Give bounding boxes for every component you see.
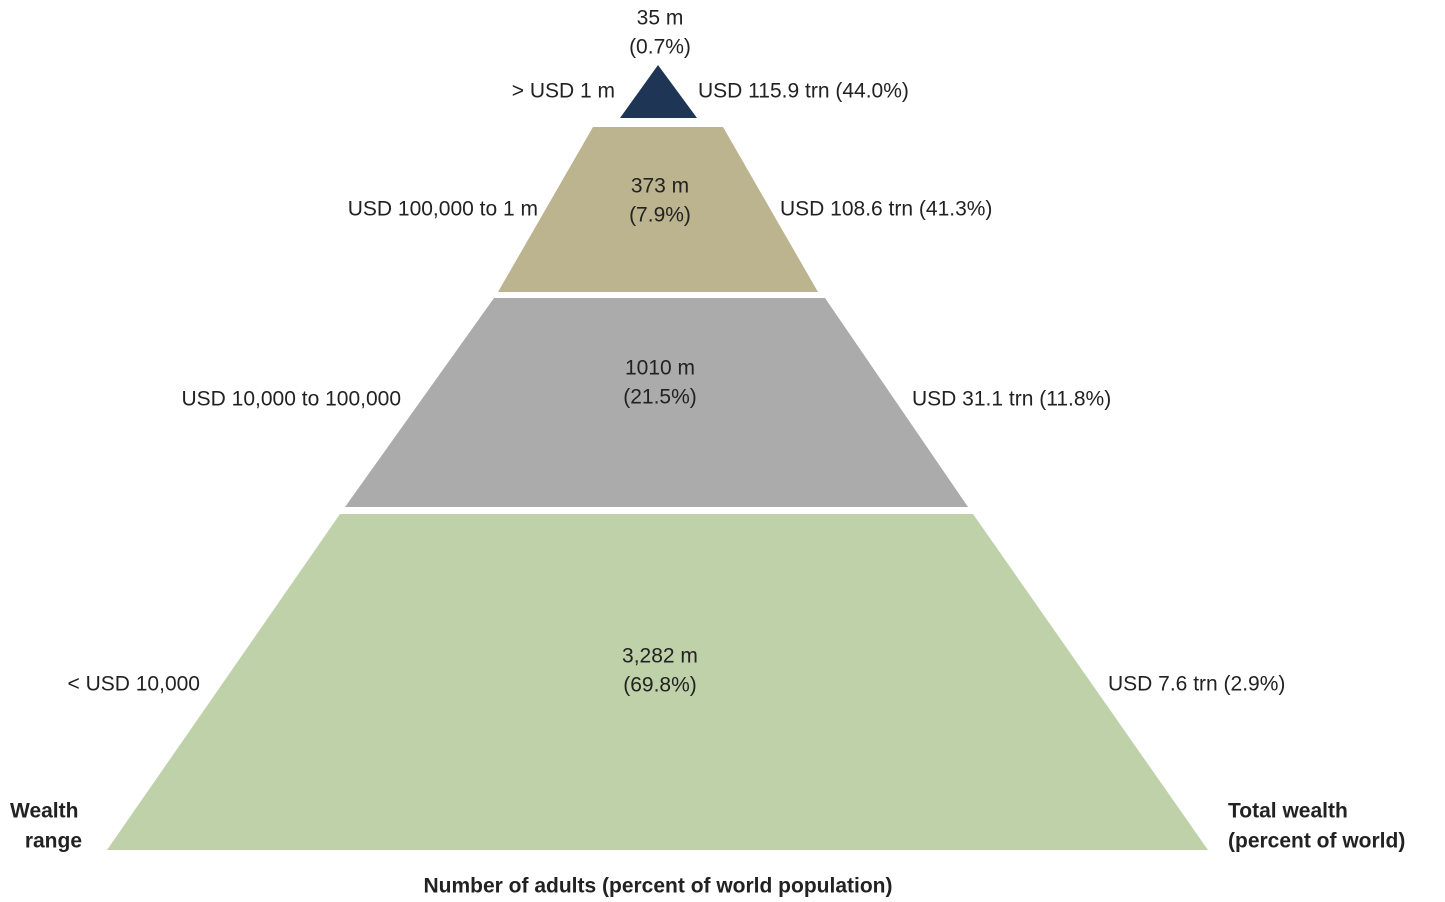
pyramid-tier	[107, 514, 1208, 850]
wealth-range: < USD 10,000	[67, 673, 200, 696]
left-label: Wealth	[10, 800, 78, 823]
pyramid-tier	[498, 127, 818, 292]
adults: 35 m	[637, 7, 684, 30]
total-wealth: USD 31.1 trn (11.8%)	[912, 388, 1111, 411]
adults: 1010 m	[625, 357, 695, 380]
total-wealth: USD 115.9 trn (44.0%)	[698, 80, 909, 103]
bottom-label: Number of adults (percent of world popul…	[424, 875, 893, 898]
right-label: (percent of world)	[1228, 830, 1405, 853]
wealth-range: > USD 1 m	[512, 80, 615, 103]
adults-pct: (7.9%)	[629, 204, 691, 227]
total-wealth: USD 108.6 trn (41.3%)	[780, 198, 992, 221]
adults-pct: (0.7%)	[629, 36, 691, 59]
adults-pct: (69.8%)	[623, 674, 697, 697]
left-label: range	[25, 830, 82, 853]
wealth-range: USD 100,000 to 1 m	[348, 198, 538, 221]
total-wealth: USD 7.6 trn (2.9%)	[1108, 673, 1285, 696]
adults: 3,282 m	[622, 645, 698, 668]
adults: 373 m	[631, 175, 689, 198]
adults-pct: (21.5%)	[623, 386, 697, 409]
right-label: Total wealth	[1228, 800, 1348, 823]
wealth-range: USD 10,000 to 100,000	[182, 388, 402, 411]
pyramid-tier	[620, 65, 697, 118]
pyramid-tier	[345, 298, 968, 507]
